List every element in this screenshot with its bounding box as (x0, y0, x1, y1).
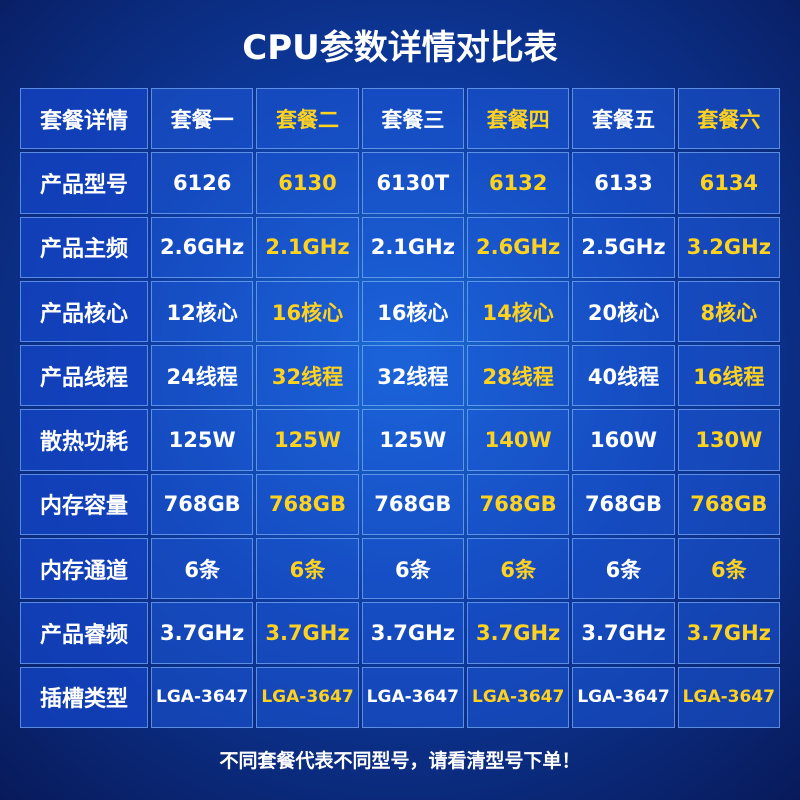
table-cell: 40线程 (572, 345, 675, 407)
table-cell: 125W (256, 409, 359, 471)
table-cell: 6条 (677, 538, 780, 600)
table-cell: 2.6GHz (151, 216, 254, 278)
table-cell: 140W (467, 409, 570, 471)
table-cell: 内存容量 (20, 473, 148, 536)
header-cell: 套餐二 (256, 88, 359, 150)
table-cell: 160W (572, 409, 675, 471)
table-cell: 3.7GHz (361, 602, 464, 664)
table-cell: 6132 (467, 152, 570, 214)
header-cell: 套餐三 (361, 88, 464, 150)
footer-note: 不同套餐代表不同型号，请看清型号下单！ (219, 750, 581, 772)
table-cell: 6条 (467, 538, 570, 600)
table-cell: 产品主频 (20, 216, 148, 278)
table-cell: LGA-3647 (572, 666, 675, 728)
table-cell: 768GB (677, 473, 780, 536)
table-cell: 2.5GHz (572, 216, 675, 278)
title: CPU参数详情对比表 (242, 28, 558, 68)
table-cell: 768GB (467, 473, 570, 536)
table-cell: 8核心 (677, 280, 780, 343)
table-cell: 768GB (151, 473, 254, 536)
header-cell: 套餐一 (151, 88, 254, 150)
table-cell: 6条 (361, 538, 464, 600)
table-cell: 2.6GHz (467, 216, 570, 278)
table-cell: 16核心 (361, 280, 464, 343)
table-cell: 125W (361, 409, 464, 471)
table-cell: 3.7GHz (151, 602, 254, 664)
table-cell: 125W (151, 409, 254, 471)
table-cell: 16线程 (677, 345, 780, 407)
table-cell: 768GB (361, 473, 464, 536)
table-cell: 6130T (361, 152, 464, 214)
table-cell: 6条 (572, 538, 675, 600)
table-cell: 6134 (677, 152, 780, 214)
table-cell: 内存通道 (20, 538, 148, 600)
header-cell: 套餐四 (467, 88, 570, 150)
table-cell: LGA-3647 (467, 666, 570, 728)
comparison-table: 套餐详情 套餐一 套餐二 套餐三 套餐四 套餐五 套餐六 产品型号 6126 6130 6130T 6… (20, 88, 780, 728)
table-cell: 3.7GHz (677, 602, 780, 664)
table-cell: 14核心 (467, 280, 570, 343)
table-cell: 24线程 (151, 345, 254, 407)
table-cell: 3.7GHz (572, 602, 675, 664)
table-cell: 32线程 (256, 345, 359, 407)
table-cell: 32线程 (361, 345, 464, 407)
table-cell: 768GB (572, 473, 675, 536)
table-cell: 产品睿频 (20, 602, 148, 664)
table-cell: 产品核心 (20, 280, 148, 343)
table-cell: LGA-3647 (361, 666, 464, 728)
table-cell: 2.1GHz (256, 216, 359, 278)
table-cell: 产品型号 (20, 152, 148, 214)
table-cell: 6130 (256, 152, 359, 214)
table-cell: 20核心 (572, 280, 675, 343)
table-cell: 插槽类型 (20, 666, 148, 728)
table-cell: 2.1GHz (361, 216, 464, 278)
table-cell: 16核心 (256, 280, 359, 343)
table-cell: 3.2GHz (677, 216, 780, 278)
table-cell: 130W (677, 409, 780, 471)
table-cell: 6133 (572, 152, 675, 214)
table-cell: 28线程 (467, 345, 570, 407)
table-cell: 散热功耗 (20, 409, 148, 471)
table-cell: 产品线程 (20, 345, 148, 407)
header-cell: 套餐六 (677, 88, 780, 150)
table-cell: 12核心 (151, 280, 254, 343)
table-cell: 6126 (151, 152, 254, 214)
table-cell: LGA-3647 (151, 666, 254, 728)
header-cell: 套餐五 (572, 88, 675, 150)
table-cell: 6条 (256, 538, 359, 600)
table-cell: LGA-3647 (677, 666, 780, 728)
table-cell: 6条 (151, 538, 254, 600)
table-cell: 3.7GHz (256, 602, 359, 664)
table-cell: 3.7GHz (467, 602, 570, 664)
table-cell: 768GB (256, 473, 359, 536)
header-cell: 套餐详情 (20, 88, 148, 150)
table-cell: LGA-3647 (256, 666, 359, 728)
